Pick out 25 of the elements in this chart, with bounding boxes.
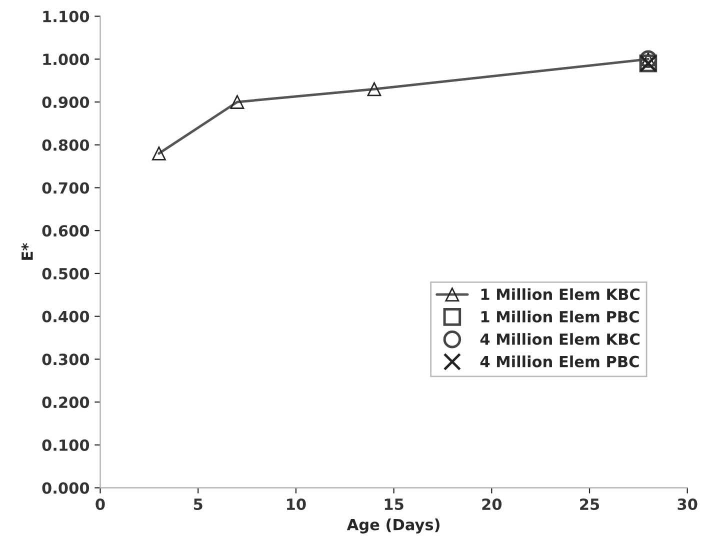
x-axis-title: Age (Days)	[346, 518, 440, 534]
y-tick-label: 0.500	[42, 268, 90, 280]
y-tick-label: 0.100	[42, 439, 90, 451]
y-tick-label: 0.300	[42, 354, 90, 366]
y-tick-label: 0.400	[42, 310, 90, 322]
legend-label: 1 Million Elem PBC	[481, 310, 639, 322]
x-tick-label: 10	[287, 498, 306, 510]
legend-label: 1 Million Elem KBC	[481, 288, 640, 300]
y-axis-title: E*	[21, 243, 33, 260]
x-tick-label: 15	[384, 498, 404, 510]
y-tick-label: 1.000	[43, 54, 90, 66]
x-tick-label: 20	[482, 498, 502, 510]
y-tick-label: 0.200	[42, 396, 90, 408]
x-tick-label: 30	[678, 498, 698, 510]
y-tick-label: 1.100	[43, 10, 90, 22]
y-tick-label: 0.000	[42, 482, 90, 494]
y-tick-label: 0.900	[42, 96, 90, 108]
y-tick-label: 0.700	[42, 182, 90, 194]
x-tick-label: 0	[96, 498, 105, 510]
x-tick-label: 25	[580, 498, 600, 510]
x-tick-label: 5	[194, 498, 202, 510]
y-tick-label: 0.800	[42, 139, 90, 151]
legend-label: 4 Million Elem KBC	[480, 333, 640, 345]
y-tick-label: 0.600	[42, 225, 90, 237]
legend-label: 4 Million Elem PBC	[480, 356, 639, 368]
